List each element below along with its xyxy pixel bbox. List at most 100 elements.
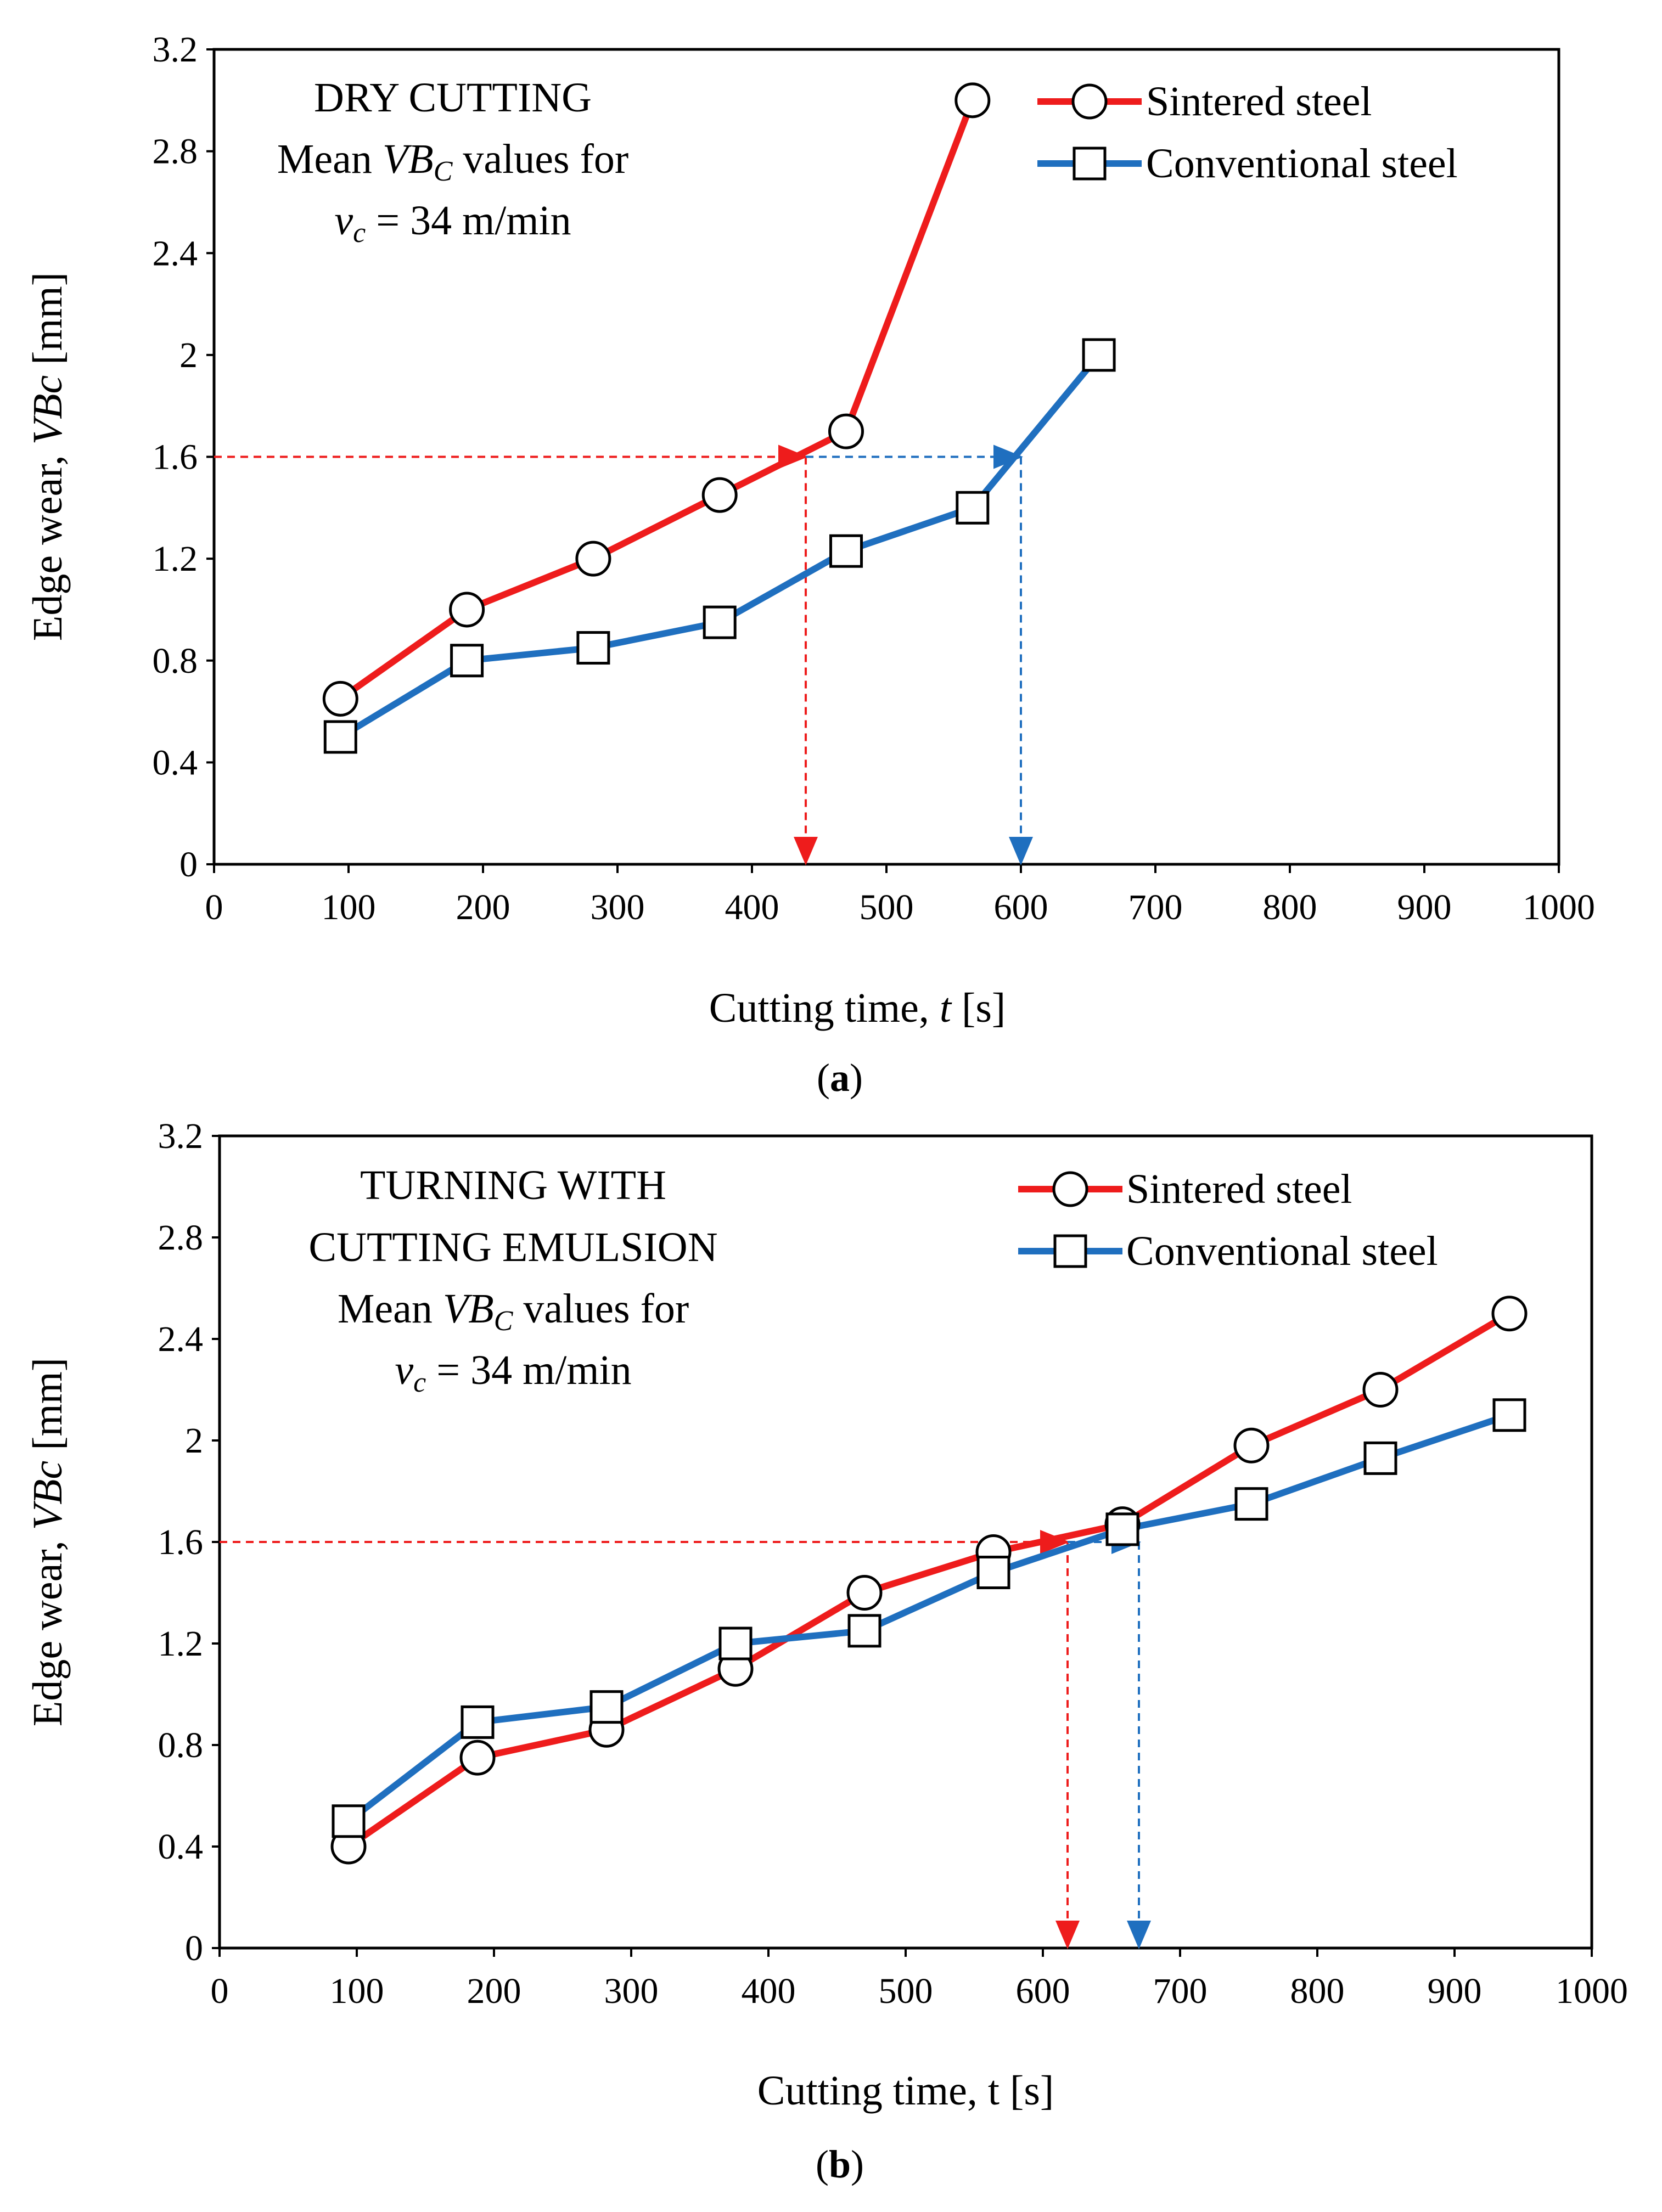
circle-marker-icon <box>1071 83 1108 120</box>
data-point-conventional <box>461 1705 495 1739</box>
y-tick-label: 1.2 <box>153 539 198 579</box>
y-tick-label: 0 <box>179 845 198 885</box>
y-tick-label: 3.2 <box>158 1116 204 1156</box>
x-tick-label: 800 <box>1290 1971 1345 2011</box>
annotation-line1: DRY CUTTING <box>314 75 592 121</box>
y-tick-label: 2.4 <box>153 233 198 273</box>
data-point-conventional <box>703 605 737 639</box>
data-point-conventional <box>1492 1398 1526 1432</box>
y-tick-label: 1.6 <box>158 1522 204 1562</box>
data-point-conventional <box>976 1556 1010 1589</box>
annotation-line2: Mean VBC values for <box>277 136 628 187</box>
x-tick-label: 300 <box>591 887 645 927</box>
y-axis-title: Edge wear, VBc [mm] <box>25 1358 71 1726</box>
chart-annotation: TURNING WITH CUTTING EMULSION Mean VBC v… <box>308 1162 717 1398</box>
y-tick-label: 0.8 <box>158 1725 204 1765</box>
legend: Sintered steel Conventional steel <box>1037 78 1458 187</box>
series-line-sintered <box>346 1310 1512 1849</box>
x-tick-label: 500 <box>860 887 914 927</box>
x-tick-label: 900 <box>1397 887 1452 927</box>
data-point-sintered <box>828 413 864 449</box>
data-point-conventional <box>1105 1512 1139 1546</box>
data-point-conventional <box>829 534 863 568</box>
x-axis-ticks: 0 100 200 300 400 500 600 700 800 900 1000 <box>211 1948 1628 2011</box>
data-point-sintered <box>1491 1296 1528 1332</box>
data-point-sintered <box>1233 1427 1270 1464</box>
data-point-conventional <box>450 644 484 678</box>
data-point-conventional <box>1082 338 1116 372</box>
y-tick-label: 2 <box>185 1421 203 1461</box>
x-tick-label: 1000 <box>1523 887 1595 927</box>
data-point-conventional <box>1363 1441 1397 1475</box>
annotation-line2: Mean VBC values for <box>338 1286 689 1337</box>
legend-item-conventional: Conventional steel <box>1037 140 1458 187</box>
y-axis-ticks: 0 0.4 0.8 1.2 1.6 2 2.4 2.8 3.2 <box>158 1116 220 1968</box>
x-tick-label: 400 <box>742 1971 796 2011</box>
guide-arrowhead <box>1055 1921 1080 1949</box>
data-point-conventional <box>323 720 357 754</box>
annotation-line1: TURNING WITH <box>360 1162 666 1208</box>
y-tick-label: 0 <box>185 1928 203 1968</box>
x-tick-label: 400 <box>725 887 779 927</box>
legend: Sintered steel Conventional steel <box>1018 1166 1438 1274</box>
data-point-conventional <box>589 1690 624 1724</box>
x-tick-label: 900 <box>1428 1971 1482 2011</box>
annotation-line3: vc = 34 m/min <box>395 1347 631 1398</box>
x-axis-title: Cutting time, t [s] <box>709 985 1006 1031</box>
data-point-conventional <box>956 491 990 525</box>
data-point-sintered <box>449 592 485 628</box>
x-tick-label: 300 <box>604 1971 659 2011</box>
data-point-conventional <box>1234 1487 1268 1521</box>
x-tick-label: 1000 <box>1556 1971 1628 2011</box>
chart-panel-a: 0 0.4 0.8 1.2 1.6 2 2.4 2.8 3.2 0 100 200 300 400 500… <box>25 30 1595 1100</box>
legend-label-conventional: Conventional steel <box>1146 140 1458 187</box>
data-point-sintered <box>701 477 738 513</box>
data-point-conventional <box>332 1804 366 1838</box>
x-tick-label: 600 <box>1016 1971 1070 2011</box>
data-point-sintered <box>954 82 991 119</box>
y-tick-label: 0.8 <box>153 641 198 681</box>
threshold-guides <box>220 1530 1151 1949</box>
legend-label-sintered: Sintered steel <box>1146 78 1372 125</box>
x-tick-label: 0 <box>211 1971 229 2011</box>
data-point-sintered <box>575 541 611 577</box>
x-tick-label: 500 <box>879 1971 933 2011</box>
y-tick-label: 1.2 <box>158 1624 204 1664</box>
panel-caption: (b) <box>816 2142 864 2186</box>
threshold-guides <box>214 444 1033 865</box>
chart-annotation: DRY CUTTING Mean VBC values for vc = 34 … <box>277 75 628 249</box>
annotation-line3: vc = 34 m/min <box>334 198 571 249</box>
data-point-conventional <box>576 631 610 665</box>
y-tick-label: 2.8 <box>153 132 198 172</box>
y-tick-label: 1.6 <box>153 437 198 477</box>
legend-item-conventional: Conventional steel <box>1018 1228 1438 1274</box>
data-series <box>322 82 1116 754</box>
guide-arrowhead <box>993 444 1023 469</box>
data-point-conventional <box>718 1626 753 1661</box>
x-tick-label: 0 <box>205 887 223 927</box>
chart-panel-b: 0 0.4 0.8 1.2 1.6 2 2.4 2.8 3.2 0 100 200 300 400 500… <box>25 1116 1628 2186</box>
panel-caption: (a) <box>817 1056 863 1100</box>
y-tick-label: 0.4 <box>158 1827 204 1867</box>
y-axis-ticks: 0 0.4 0.8 1.2 1.6 2 2.4 2.8 3.2 <box>153 30 214 885</box>
annotation-line1b: CUTTING EMULSION <box>308 1224 717 1270</box>
square-marker-icon <box>1053 1234 1087 1268</box>
circle-marker-icon <box>1052 1171 1088 1207</box>
series-line-sintered <box>338 99 976 702</box>
x-tick-label: 700 <box>1153 1971 1208 2011</box>
data-point-sintered <box>459 1740 496 1776</box>
series-line-conventional <box>339 353 1102 740</box>
x-tick-label: 200 <box>456 887 510 927</box>
y-tick-label: 2.4 <box>158 1319 204 1359</box>
guide-arrowhead <box>1127 1921 1151 1949</box>
guide-arrowhead <box>1009 837 1033 865</box>
x-axis-ticks: 0 100 200 300 400 500 600 700 800 900 1000 <box>205 864 1595 927</box>
data-point-sintered <box>322 680 358 717</box>
series-line-conventional <box>346 1412 1511 1824</box>
square-marker-icon <box>1073 147 1107 181</box>
data-point-sintered <box>846 1575 883 1611</box>
legend-label-conventional: Conventional steel <box>1126 1228 1438 1274</box>
data-point-sintered <box>1362 1372 1399 1408</box>
guide-arrowhead <box>794 837 818 865</box>
